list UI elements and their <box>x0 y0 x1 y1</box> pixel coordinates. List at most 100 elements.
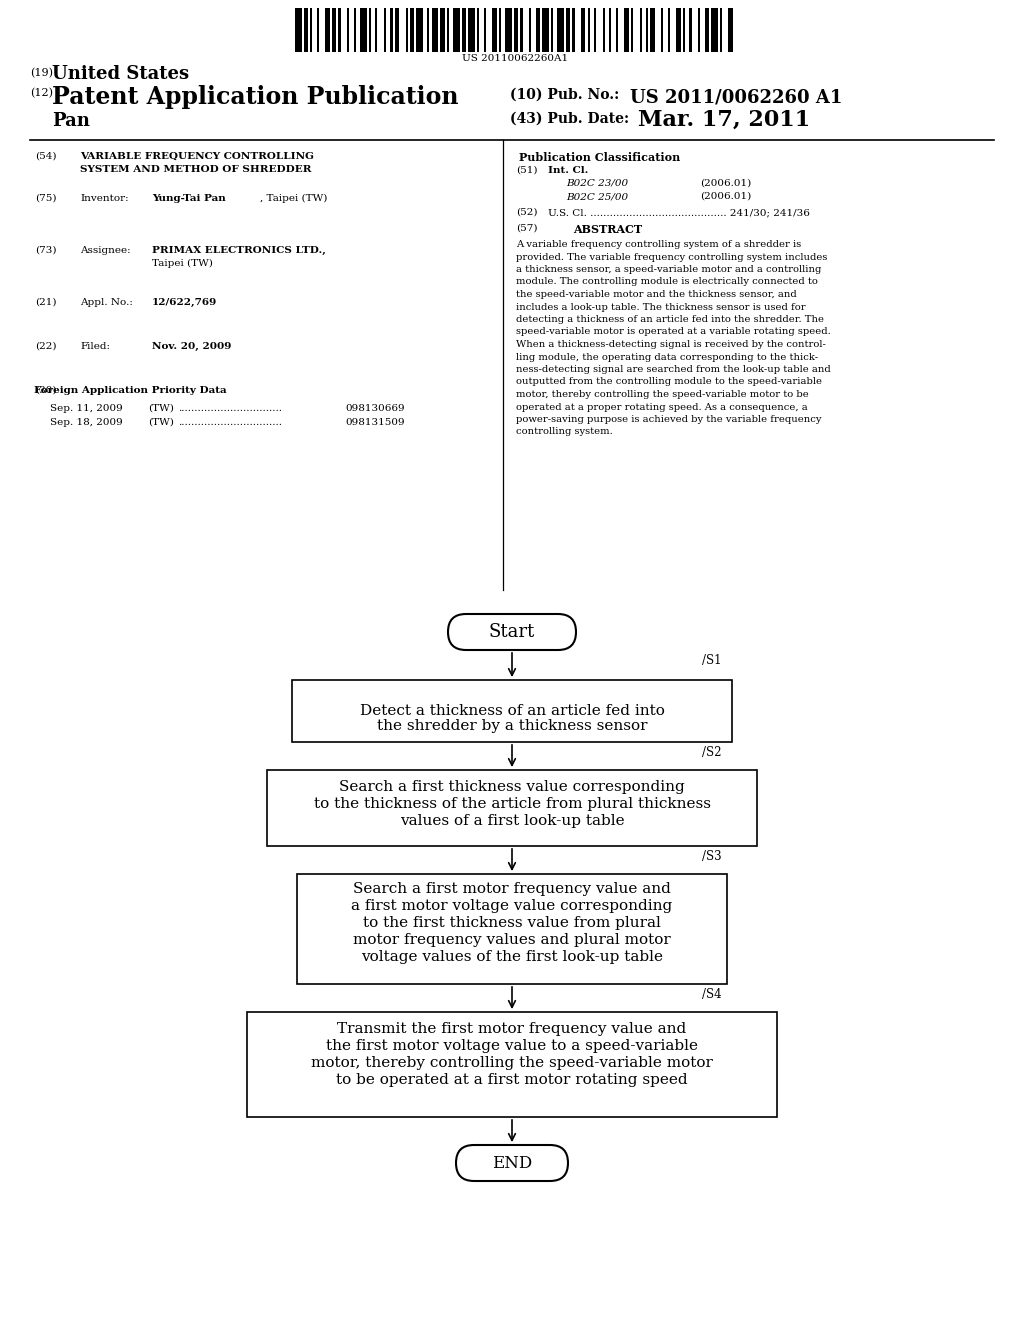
Bar <box>326 8 330 51</box>
Text: US 2011/0062260 A1: US 2011/0062260 A1 <box>630 88 843 106</box>
Bar <box>316 8 318 51</box>
Text: to the first thickness value from plural: to the first thickness value from plural <box>364 916 660 931</box>
Text: motor, thereby controlling the speed-variable motor: motor, thereby controlling the speed-var… <box>311 1056 713 1071</box>
Text: (22): (22) <box>35 342 56 351</box>
Text: US 20110062260A1: US 20110062260A1 <box>462 54 568 63</box>
Bar <box>650 8 654 51</box>
Bar <box>384 8 386 51</box>
Text: /S2: /S2 <box>702 746 722 759</box>
Bar <box>551 8 553 51</box>
Bar <box>625 8 629 51</box>
Bar <box>360 8 367 51</box>
Bar <box>353 8 355 51</box>
Bar <box>662 8 664 51</box>
Text: the shredder by a thickness sensor: the shredder by a thickness sensor <box>377 719 647 733</box>
Bar <box>566 8 570 51</box>
Bar <box>572 8 574 51</box>
Text: Nov. 20, 2009: Nov. 20, 2009 <box>152 342 231 351</box>
Text: to be operated at a first motor rotating speed: to be operated at a first motor rotating… <box>336 1073 688 1086</box>
Bar <box>529 8 531 51</box>
Text: SYSTEM AND METHOD OF SHREDDER: SYSTEM AND METHOD OF SHREDDER <box>80 165 311 174</box>
Text: Filed:: Filed: <box>80 342 110 351</box>
Bar <box>375 8 378 51</box>
Bar <box>720 8 722 51</box>
Bar <box>542 8 549 51</box>
Bar <box>615 8 617 51</box>
Text: /S4: /S4 <box>702 987 722 1001</box>
Bar <box>247 1012 777 1117</box>
Bar <box>468 8 475 51</box>
Text: (52): (52) <box>516 209 538 216</box>
Text: Yung-Tai Pan: Yung-Tai Pan <box>152 194 225 203</box>
Text: speed-variable motor is operated at a variable rotating speed.: speed-variable motor is operated at a va… <box>516 327 830 337</box>
Text: 098131509: 098131509 <box>345 418 404 426</box>
Bar <box>603 8 605 51</box>
Bar <box>267 770 757 846</box>
Bar <box>462 8 466 51</box>
Text: VARIABLE FREQUENCY CONTROLLING: VARIABLE FREQUENCY CONTROLLING <box>80 152 314 161</box>
Text: Inventor:: Inventor: <box>80 194 129 203</box>
Text: a first motor voltage value corresponding: a first motor voltage value correspondin… <box>351 899 673 913</box>
Bar <box>417 8 423 51</box>
Text: (19): (19) <box>30 69 53 78</box>
Text: /S3: /S3 <box>702 850 722 863</box>
Bar <box>347 8 349 51</box>
Text: , Taipei (TW): , Taipei (TW) <box>260 194 328 203</box>
Bar <box>332 8 336 51</box>
Bar <box>406 8 408 51</box>
Text: Assignee:: Assignee: <box>80 246 131 255</box>
Bar <box>431 8 438 51</box>
Bar <box>677 8 681 51</box>
Text: ness-detecting signal are searched from the look-up table and: ness-detecting signal are searched from … <box>516 366 830 374</box>
Text: motor frequency values and plural motor: motor frequency values and plural motor <box>353 933 671 946</box>
FancyBboxPatch shape <box>456 1144 568 1181</box>
Bar <box>514 8 518 51</box>
Text: detecting a thickness of an article fed into the shredder. The: detecting a thickness of an article fed … <box>516 315 824 323</box>
Text: (57): (57) <box>516 224 538 234</box>
Bar <box>594 8 596 51</box>
Text: Search a first motor frequency value and: Search a first motor frequency value and <box>353 882 671 896</box>
Bar <box>493 8 497 51</box>
Bar <box>646 8 648 51</box>
Text: B02C 23/00: B02C 23/00 <box>566 180 628 187</box>
Text: Foreign Application Priority Data: Foreign Application Priority Data <box>34 385 226 395</box>
Bar <box>410 8 415 51</box>
Text: controlling system.: controlling system. <box>516 428 612 437</box>
Bar <box>297 874 727 983</box>
Text: (75): (75) <box>35 194 56 203</box>
Text: provided. The variable frequency controlling system includes: provided. The variable frequency control… <box>516 252 827 261</box>
Text: Search a first thickness value corresponding: Search a first thickness value correspon… <box>339 780 685 795</box>
Bar <box>609 8 611 51</box>
Bar <box>338 8 341 51</box>
Text: (TW): (TW) <box>148 404 174 413</box>
Text: Patent Application Publication: Patent Application Publication <box>52 84 459 110</box>
Text: (12): (12) <box>30 88 53 98</box>
Text: a thickness sensor, a speed-variable motor and a controlling: a thickness sensor, a speed-variable mot… <box>516 265 821 275</box>
Text: (2006.01): (2006.01) <box>700 191 752 201</box>
Bar <box>689 8 691 51</box>
Text: Transmit the first motor frequency value and: Transmit the first motor frequency value… <box>337 1022 687 1036</box>
Bar <box>557 8 564 51</box>
Text: Pan: Pan <box>52 112 90 129</box>
Bar <box>369 8 371 51</box>
Text: Detect a thickness of an article fed into: Detect a thickness of an article fed int… <box>359 704 665 718</box>
Text: Sep. 18, 2009: Sep. 18, 2009 <box>50 418 123 426</box>
Text: module. The controlling module is electrically connected to: module. The controlling module is electr… <box>516 277 818 286</box>
Bar <box>394 8 399 51</box>
Text: ................................: ................................ <box>178 418 282 426</box>
Text: United States: United States <box>52 65 189 83</box>
Text: Start: Start <box>488 623 536 642</box>
Text: Sep. 11, 2009: Sep. 11, 2009 <box>50 404 123 413</box>
Text: END: END <box>492 1155 532 1172</box>
Bar <box>483 8 485 51</box>
Bar <box>499 8 501 51</box>
Text: ling module, the operating data corresponding to the thick-: ling module, the operating data correspo… <box>516 352 818 362</box>
Bar <box>390 8 392 51</box>
Text: U.S. Cl. .......................................... 241/30; 241/36: U.S. Cl. ...............................… <box>548 209 810 216</box>
Bar <box>588 8 590 51</box>
Bar <box>440 8 444 51</box>
Text: 098130669: 098130669 <box>345 404 404 413</box>
Bar <box>520 8 522 51</box>
Text: the speed-variable motor and the thickness sensor, and: the speed-variable motor and the thickne… <box>516 290 797 300</box>
Text: (2006.01): (2006.01) <box>700 180 752 187</box>
